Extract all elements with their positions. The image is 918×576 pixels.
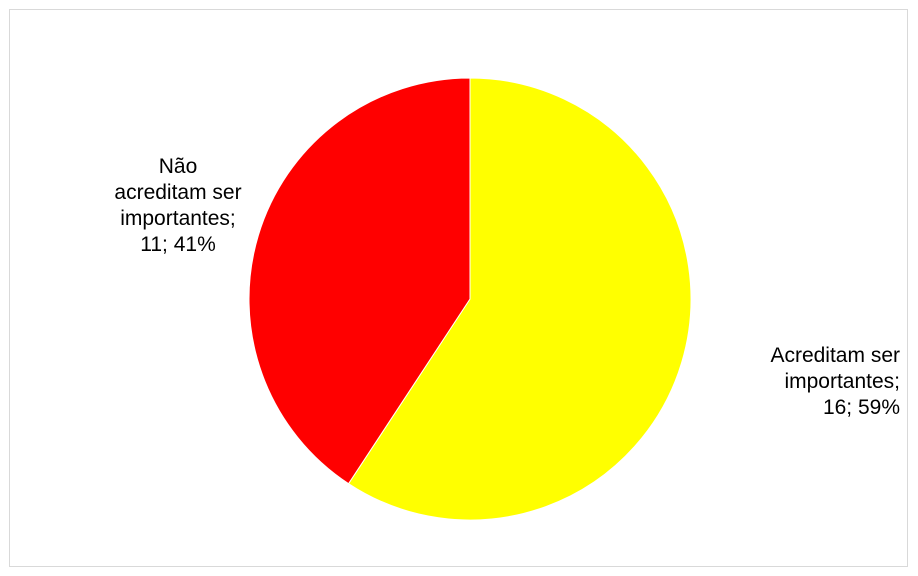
data-label-acreditam: Acreditam ser importantes; 16; 59% bbox=[770, 344, 900, 419]
pie-slices bbox=[248, 77, 692, 521]
pie-slice-nao-acreditam bbox=[248, 77, 471, 485]
pie-slice-acreditam bbox=[347, 77, 692, 521]
data-label-nao-acreditam: Não acreditam ser importantes; 11; 41% bbox=[114, 155, 242, 256]
